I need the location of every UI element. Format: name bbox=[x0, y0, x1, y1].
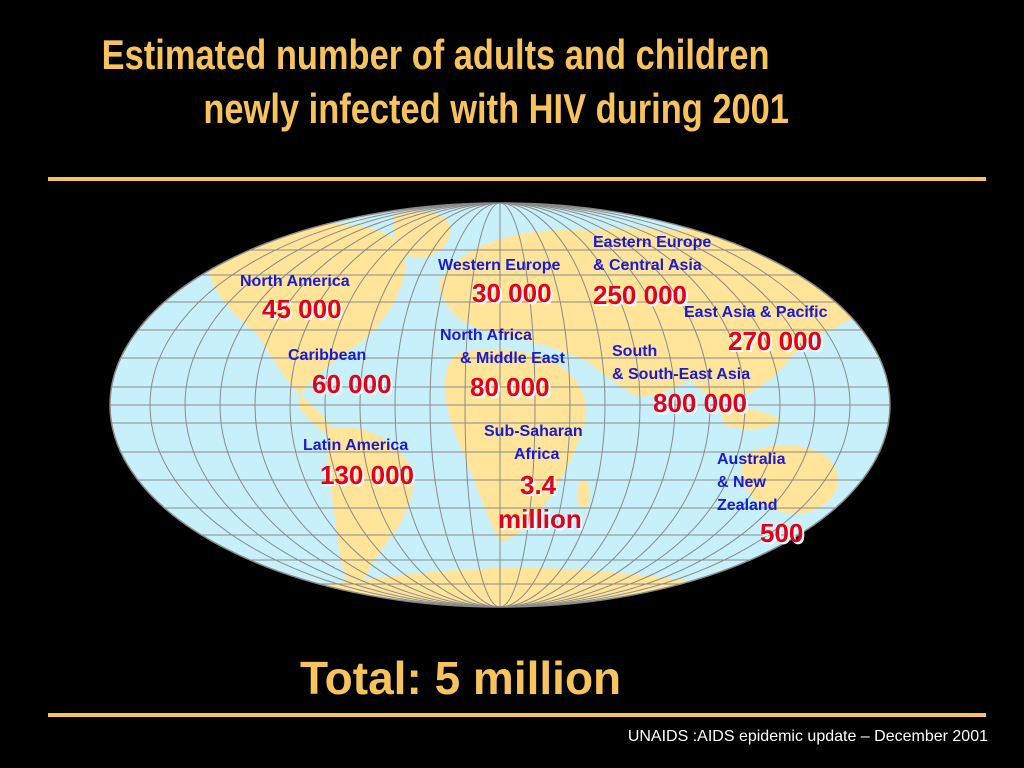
eastern-europe-value: 250 000 bbox=[593, 280, 687, 310]
north-africa-label-2: & Middle East bbox=[460, 350, 565, 367]
australia-label-1: Australia bbox=[717, 451, 786, 468]
north-america-value: 45 000 bbox=[262, 294, 342, 324]
western-europe-label: Western Europe bbox=[438, 257, 561, 274]
latin-america-label: Latin America bbox=[303, 437, 409, 454]
source-citation: UNAIDS :AIDS epidemic update – December … bbox=[627, 728, 988, 745]
east-asia-label: East Asia & Pacific bbox=[684, 304, 828, 321]
north-africa-label-1: North Africa bbox=[440, 327, 532, 344]
north-africa-value: 80 000 bbox=[470, 372, 550, 402]
bottom-divider bbox=[48, 713, 986, 717]
south-asia-label-2: & South-East Asia bbox=[612, 366, 751, 383]
latin-america-value: 130 000 bbox=[320, 460, 414, 490]
sub-saharan-value-1: 3.4 bbox=[520, 470, 557, 500]
south-asia-value: 800 000 bbox=[653, 388, 747, 418]
caribbean-value: 60 000 bbox=[312, 369, 392, 399]
continent-greenland bbox=[393, 210, 451, 258]
continent-north-america bbox=[205, 223, 406, 395]
continent-africa bbox=[444, 348, 586, 542]
continent-madagascar bbox=[576, 479, 590, 508]
globe-outline bbox=[109, 202, 891, 608]
graticule bbox=[110, 203, 890, 607]
caribbean-label: Caribbean bbox=[288, 347, 367, 364]
north-america-label: North America bbox=[240, 273, 350, 290]
australia-label-3: Zealand bbox=[717, 497, 778, 514]
australia-value: 500 bbox=[760, 518, 804, 548]
australia-label-2: & New bbox=[717, 474, 766, 491]
sub-saharan-label-2: Africa bbox=[514, 446, 560, 463]
sub-saharan-value-2: million bbox=[498, 504, 582, 534]
continent-south-america bbox=[326, 427, 414, 600]
total-label: Total: 5 million bbox=[300, 652, 622, 704]
continent-australia bbox=[741, 444, 838, 514]
western-europe-value: 30 000 bbox=[472, 278, 552, 308]
south-asia-label-1: South bbox=[612, 343, 658, 360]
title-line-2: newly infected with HIV during 2001 bbox=[203, 85, 789, 132]
top-divider bbox=[48, 177, 986, 181]
eastern-europe-label-1: Eastern Europe bbox=[593, 234, 712, 251]
eastern-europe-label-2: & Central Asia bbox=[593, 257, 702, 274]
continent-southeast-asia-islands bbox=[720, 408, 780, 430]
east-asia-value: 270 000 bbox=[728, 326, 822, 356]
title-line-1: Estimated number of adults and children bbox=[101, 31, 770, 78]
sub-saharan-label-1: Sub-Saharan bbox=[484, 423, 583, 440]
